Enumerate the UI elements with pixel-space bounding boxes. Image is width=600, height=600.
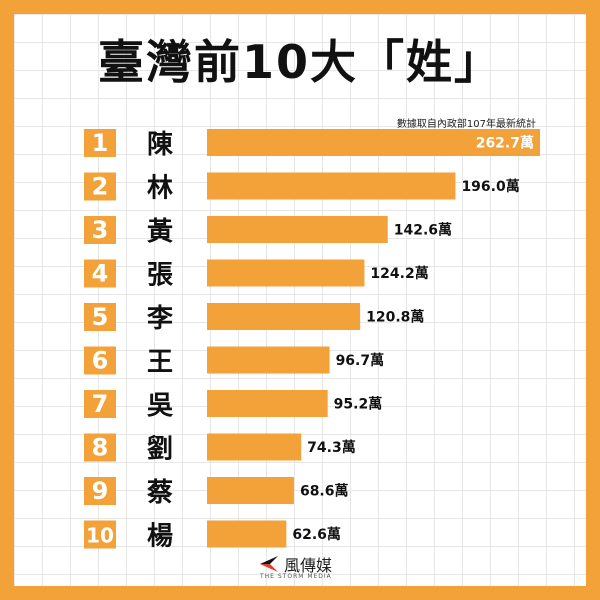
rank-box-6 bbox=[84, 346, 116, 375]
value-label-1: 262.7萬 bbox=[476, 135, 534, 152]
logo-tagline: THE STORM MEDIA bbox=[260, 573, 332, 580]
bar-4 bbox=[207, 259, 365, 287]
rank-number-9: 9 bbox=[92, 477, 109, 505]
rank-number-1: 1 bbox=[92, 129, 109, 157]
rank-box-9 bbox=[84, 477, 116, 505]
source-note: 數據取自內政部107年最新統計 bbox=[396, 119, 536, 130]
chart-title: 臺灣前10大「姓」 bbox=[97, 35, 502, 89]
rank-number-4: 4 bbox=[92, 260, 109, 288]
bar-3 bbox=[207, 216, 388, 243]
bar-9 bbox=[207, 477, 294, 504]
surname-label-6: 王 bbox=[147, 348, 173, 378]
bar-10 bbox=[207, 520, 287, 548]
surname-label-3: 黃 bbox=[147, 217, 173, 247]
storm-logo-icon bbox=[260, 556, 278, 572]
rank-number-5: 5 bbox=[92, 303, 109, 331]
rank-box-7 bbox=[84, 390, 116, 418]
bar-7 bbox=[207, 390, 328, 417]
bar-5 bbox=[207, 303, 361, 330]
rank-box-10 bbox=[84, 520, 116, 549]
value-label-10: 62.6萬 bbox=[292, 526, 341, 543]
surname-label-1: 陳 bbox=[147, 130, 174, 160]
rank-number-10: 10 bbox=[86, 524, 114, 548]
bar-8 bbox=[207, 433, 302, 461]
bar-6 bbox=[207, 346, 330, 374]
surname-label-8: 劉 bbox=[147, 435, 173, 465]
value-label-2: 196.0萬 bbox=[461, 178, 519, 195]
rank-number-2: 2 bbox=[92, 173, 109, 201]
rank-number-7: 7 bbox=[92, 390, 109, 418]
rank-box-5 bbox=[84, 303, 116, 331]
value-label-6: 96.7萬 bbox=[336, 352, 385, 369]
surname-label-7: 吳 bbox=[147, 391, 174, 421]
rank-box-8 bbox=[84, 433, 116, 462]
rank-box-3 bbox=[84, 216, 116, 244]
rank-number-6: 6 bbox=[92, 347, 109, 375]
rank-number-3: 3 bbox=[92, 216, 109, 244]
logo-name: 風傳媒 bbox=[284, 556, 333, 575]
surname-label-10: 楊 bbox=[147, 522, 173, 552]
value-label-4: 124.2萬 bbox=[370, 265, 428, 282]
surname-label-4: 張 bbox=[147, 261, 173, 291]
rank-box-4 bbox=[84, 259, 116, 288]
surname-label-5: 李 bbox=[146, 304, 174, 334]
value-label-7: 95.2萬 bbox=[334, 396, 383, 413]
bar-1 bbox=[207, 129, 540, 156]
value-label-9: 68.6萬 bbox=[300, 483, 349, 500]
rank-box-1 bbox=[84, 129, 116, 157]
surname-label-2: 林 bbox=[147, 174, 173, 204]
bar-2 bbox=[207, 172, 456, 200]
value-label-8: 74.3萬 bbox=[307, 439, 356, 456]
value-label-3: 142.6萬 bbox=[394, 222, 452, 239]
value-label-5: 120.8萬 bbox=[366, 309, 424, 326]
surname-label-9: 蔡 bbox=[147, 478, 173, 508]
rank-number-8: 8 bbox=[92, 434, 109, 462]
rank-box-2 bbox=[84, 172, 116, 201]
